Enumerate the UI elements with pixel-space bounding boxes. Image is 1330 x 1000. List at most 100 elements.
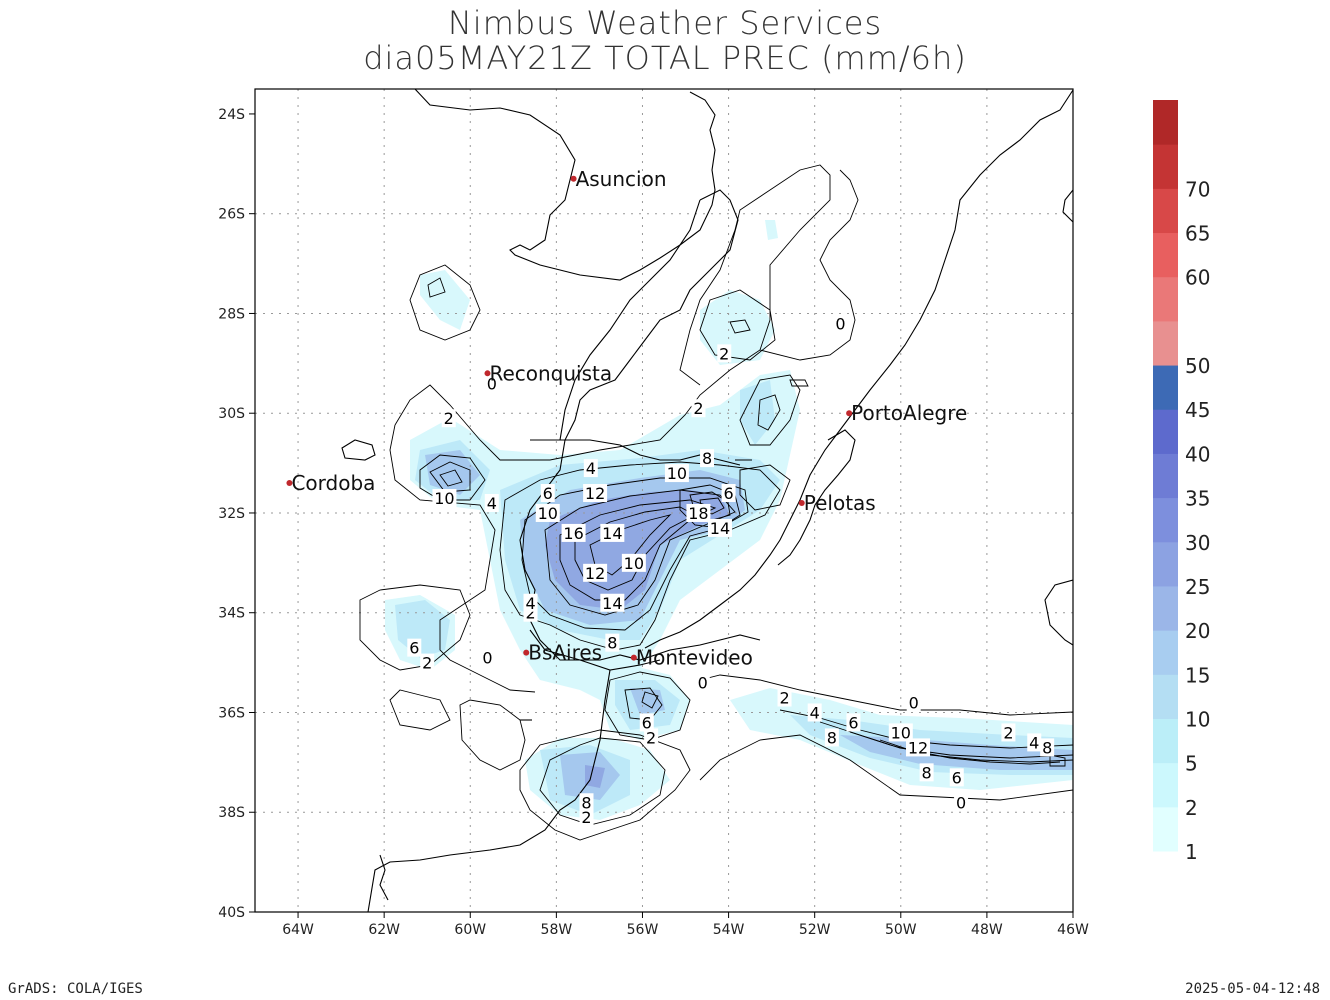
contour-label: 6	[952, 768, 962, 787]
contour-label: 6	[409, 639, 419, 658]
contour-label-bg	[919, 763, 934, 782]
contour-label: 0	[698, 674, 708, 693]
graticule	[255, 89, 1073, 912]
contour-label-bg	[579, 808, 594, 827]
contour-label: 16	[563, 524, 583, 543]
lon-tick-label: 48W	[971, 922, 1003, 938]
colorbar-swatch	[1153, 100, 1178, 145]
colorbar-label: 60	[1185, 266, 1210, 290]
colorbar-swatch	[1153, 762, 1178, 808]
contour-label-bg	[480, 648, 495, 667]
contour-label-bg	[579, 793, 594, 812]
colorbar-swatch	[1153, 276, 1178, 322]
contour-label: 12	[585, 564, 605, 583]
footer-credit: GrADS: COLA/IGES	[8, 981, 143, 997]
colorbar-label: 45	[1185, 398, 1210, 422]
lon-tick-label: 56W	[627, 922, 659, 938]
contour-label-bg	[833, 314, 848, 333]
city-label: Montevideo	[636, 646, 753, 670]
contour-label-bg	[949, 768, 964, 787]
contour-label-bg	[605, 633, 620, 652]
precip-area-10mm	[630, 688, 665, 715]
contour-label: 6	[543, 484, 553, 503]
axis-ticks: 64W 62W 60W 58W 56W 54W 52W 50W 48W 46W 24S 26S 28S 3…	[218, 107, 1089, 938]
colorbar-swatch	[1153, 409, 1178, 454]
contour-label: 18	[688, 504, 708, 523]
lon-tick-label: 50W	[885, 922, 917, 938]
colorbar-swatch	[1153, 144, 1178, 189]
coastlines	[341, 89, 1073, 912]
contour-label-bg	[721, 484, 736, 503]
city-marker	[630, 654, 637, 661]
contour-label-bg	[561, 523, 586, 542]
colorbar-swatch	[1153, 541, 1178, 587]
precip-area-1mm	[420, 270, 470, 330]
contour-label: 0	[835, 314, 845, 333]
lon-tick-label: 54W	[713, 922, 745, 938]
contour-label-bg	[484, 374, 499, 393]
lat-tick-label: 28S	[218, 306, 245, 322]
precip-area-1mm	[700, 290, 775, 365]
colorbar-label: 5	[1185, 752, 1198, 776]
city-label: Reconquista	[489, 361, 612, 385]
lon-tick-label: 58W	[541, 922, 573, 938]
precip-area-20mm	[585, 765, 605, 788]
contour-label: 8	[922, 763, 932, 782]
contour-label: 10	[538, 504, 558, 523]
lat-tick-label: 26S	[218, 207, 245, 223]
contour-label: 0	[487, 374, 497, 393]
colorbar-label: 25	[1185, 575, 1210, 599]
contour-label-bg	[906, 693, 921, 712]
lon-tick-label: 52W	[799, 922, 831, 938]
contour-label: 8	[607, 634, 617, 653]
colorbar-swatch	[1153, 806, 1178, 852]
contour-label: 4	[810, 703, 820, 722]
city-label: Pelotas	[804, 491, 876, 515]
contour-label: 6	[723, 484, 733, 503]
contour-label: 2	[444, 409, 454, 428]
contour-label-bg	[583, 563, 608, 582]
precip-area-1mm	[765, 220, 778, 240]
contour-label: 4	[586, 459, 596, 478]
colorbar-label: 65	[1185, 222, 1210, 246]
footer-timestamp: 2025-05-04-12:48	[1185, 981, 1320, 997]
colorbar-label: 20	[1185, 619, 1210, 643]
city-label: Asuncion	[576, 167, 667, 191]
contour-label-bg	[621, 553, 646, 572]
colorbar-swatch	[1153, 188, 1178, 234]
map-subtitle: dia05MAY21Z TOTAL PREC (mm/6h)	[363, 39, 967, 77]
contour-label: 4	[487, 494, 497, 513]
contour-label: 2	[525, 604, 535, 623]
contour-label: 14	[602, 524, 622, 543]
city-marker	[798, 499, 805, 506]
contour-label-bg	[583, 484, 608, 503]
colorbar-label: 10	[1185, 707, 1210, 731]
lon-tick-label: 64W	[282, 922, 314, 938]
contour-label: 4	[1029, 733, 1039, 752]
city-markers: Asuncion Reconquista Cordoba PortoAlegre Pel…	[286, 167, 967, 670]
contour-label: 2	[581, 808, 591, 827]
contour-label: 0	[956, 793, 966, 812]
contour-label-bg	[1001, 723, 1016, 742]
colorbar-swatch	[1153, 585, 1178, 631]
contour-label-bg	[523, 593, 538, 612]
map-title: Nimbus Weather Services	[447, 4, 883, 42]
city-marker	[286, 480, 293, 487]
city-marker	[570, 175, 577, 182]
contour-label: 6	[848, 713, 858, 732]
contour-label: 2	[422, 654, 432, 673]
city-marker	[484, 370, 491, 377]
lat-tick-label: 38S	[218, 805, 245, 821]
contour-label: 14	[710, 519, 730, 538]
colorbar-label: 2	[1185, 796, 1198, 820]
colorbar-swatch	[1153, 718, 1178, 764]
contour-label-bg	[639, 713, 654, 732]
contour-label: 8	[702, 449, 712, 468]
contour-label: 8	[1042, 738, 1052, 757]
contour-label-bg	[888, 723, 913, 742]
contour-label-bg	[695, 673, 710, 692]
contour-label-bg	[777, 688, 792, 707]
lon-tick-label: 62W	[368, 922, 400, 938]
